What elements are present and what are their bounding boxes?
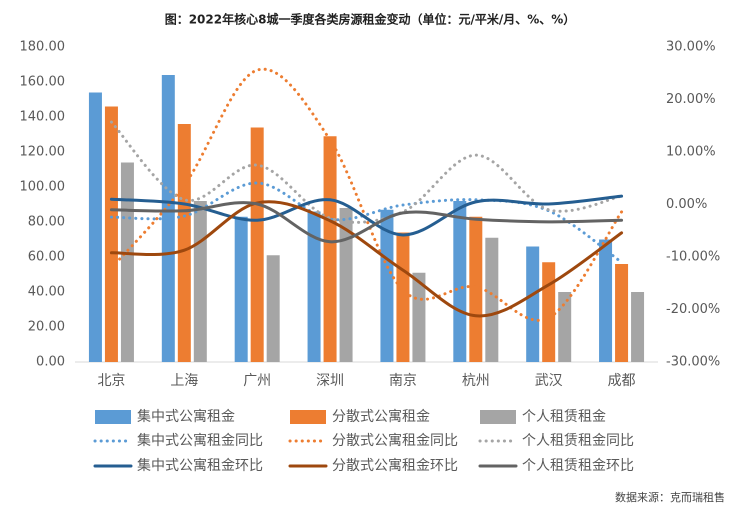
line bbox=[109, 200, 624, 318]
legend-label: 集中式公寓租金环比 bbox=[137, 457, 263, 474]
bar bbox=[615, 264, 629, 362]
x-tick-label: 武汉 bbox=[535, 373, 563, 389]
legend-label: 集中式公寓租金同比 bbox=[137, 432, 263, 449]
y-tick-label: 120.00 bbox=[20, 145, 66, 160]
legend-label: 个人租赁租金环比 bbox=[522, 458, 634, 474]
bar bbox=[469, 216, 483, 362]
bar bbox=[193, 201, 207, 362]
y2-tick-label: 0.00% bbox=[666, 197, 707, 212]
y-tick-label: 80.00 bbox=[28, 215, 65, 230]
source-note: 数据来源：克而瑞租售 bbox=[615, 490, 725, 504]
bar bbox=[266, 255, 280, 362]
x-tick-label: 南京 bbox=[389, 373, 417, 389]
bar bbox=[412, 272, 426, 362]
y2-tick-label: -30.00% bbox=[666, 355, 720, 370]
bar bbox=[526, 246, 540, 362]
y-tick-label: 40.00 bbox=[28, 285, 65, 300]
y-tick-label: 20.00 bbox=[28, 320, 65, 335]
y-tick-label: 180.00 bbox=[20, 40, 66, 55]
bar bbox=[599, 239, 613, 362]
bar bbox=[161, 75, 175, 362]
bar bbox=[396, 232, 410, 362]
legend-label: 集中式公寓租金 bbox=[137, 408, 235, 425]
bar bbox=[307, 211, 321, 362]
bar bbox=[339, 208, 353, 362]
bar bbox=[453, 201, 467, 362]
x-tick-label: 成都 bbox=[608, 373, 636, 389]
y2-tick-label: 30.00% bbox=[666, 40, 716, 55]
legend-label: 个人租赁租金同比 bbox=[522, 433, 634, 449]
bar bbox=[104, 106, 118, 362]
legend-label: 个人租赁租金 bbox=[522, 409, 606, 425]
y2-tick-label: 10.00% bbox=[666, 145, 716, 160]
bar bbox=[485, 237, 499, 362]
bar bbox=[234, 216, 248, 362]
line bbox=[109, 67, 624, 322]
y2-tick-label: 20.00% bbox=[666, 92, 716, 107]
bar bbox=[88, 92, 102, 362]
chart-title: 图：2022年核心8城一季度各类房源租金变动（单位：元/平米/月、%、%） bbox=[165, 12, 576, 27]
line bbox=[109, 194, 624, 237]
x-tick-label: 北京 bbox=[97, 373, 125, 389]
y-tick-label: 0.00 bbox=[36, 355, 65, 370]
y-tick-label: 100.00 bbox=[20, 180, 66, 195]
x-tick-label: 杭州 bbox=[462, 373, 490, 389]
bar bbox=[542, 262, 556, 362]
legend-swatch bbox=[95, 410, 131, 424]
x-tick-label: 深圳 bbox=[316, 373, 344, 389]
x-tick-label: 广州 bbox=[243, 373, 271, 389]
legend-label: 分散式公寓租金同比 bbox=[332, 432, 458, 449]
y2-tick-label: -10.00% bbox=[666, 250, 720, 265]
y-tick-label: 140.00 bbox=[20, 110, 66, 125]
legend-label: 分散式公寓租金环比 bbox=[332, 457, 458, 474]
y-tick-label: 160.00 bbox=[20, 75, 66, 90]
bar bbox=[120, 162, 134, 362]
line bbox=[109, 120, 624, 224]
x-tick-label: 上海 bbox=[170, 373, 198, 389]
y2-tick-label: -20.00% bbox=[666, 302, 720, 317]
bar bbox=[558, 292, 572, 362]
bar bbox=[250, 127, 264, 362]
bar bbox=[177, 124, 191, 362]
bar bbox=[380, 209, 394, 362]
line bbox=[109, 201, 624, 244]
bar bbox=[631, 292, 645, 362]
legend-swatch bbox=[480, 410, 516, 424]
legend-swatch bbox=[290, 410, 326, 424]
legend-label: 分散式公寓租金 bbox=[332, 408, 430, 425]
y-tick-label: 60.00 bbox=[28, 250, 65, 265]
bar bbox=[323, 136, 337, 362]
